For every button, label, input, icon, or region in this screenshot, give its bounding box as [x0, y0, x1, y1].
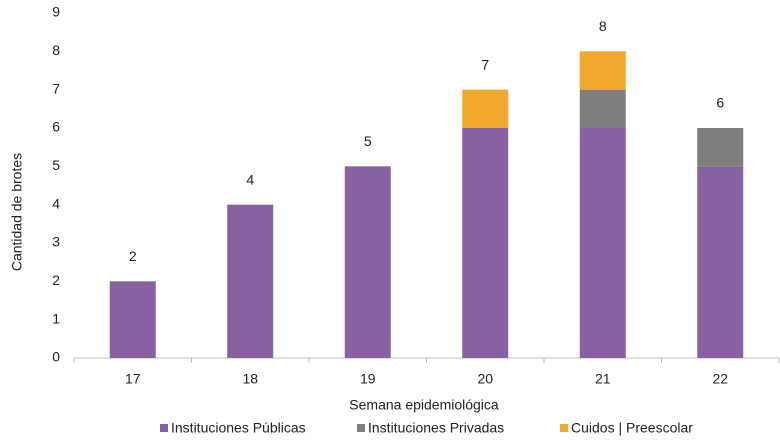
x-tick-label: 19 — [360, 371, 376, 387]
bar-segment — [462, 128, 509, 358]
y-tick-label: 5 — [52, 157, 60, 173]
data-label: 8 — [599, 18, 607, 34]
bar-segment — [697, 128, 744, 167]
bar-segment — [579, 128, 626, 358]
x-tick-label: 22 — [712, 371, 728, 387]
x-tick-label: 20 — [477, 371, 493, 387]
data-label: 6 — [716, 95, 724, 111]
y-tick-label: 6 — [52, 119, 60, 135]
legend-label: Instituciones Privadas — [368, 420, 504, 436]
y-tick-label: 7 — [52, 80, 60, 96]
x-tick-label: 21 — [595, 371, 611, 387]
data-label: 4 — [246, 171, 254, 187]
legend-swatch — [560, 424, 568, 432]
y-tick-label: 4 — [52, 195, 60, 211]
data-label: 2 — [129, 248, 137, 264]
y-tick-label: 1 — [52, 310, 60, 326]
y-tick-label: 0 — [52, 349, 60, 365]
bar-segment — [109, 281, 156, 358]
y-axis-title: Cantidad de brotes — [9, 153, 25, 271]
x-axis-title: Semana epidemiológica — [349, 397, 499, 413]
legend-swatch — [357, 424, 365, 432]
x-tick-label: 18 — [242, 371, 258, 387]
data-label: 7 — [481, 56, 489, 72]
legend-swatch — [160, 424, 168, 432]
y-tick-label: 8 — [52, 42, 60, 58]
bar-segment — [697, 166, 744, 358]
bar-segment — [579, 51, 626, 90]
bar-segment — [462, 89, 509, 128]
y-tick-label: 2 — [52, 272, 60, 288]
legend-label: Cuidos | Preescolar — [571, 420, 693, 436]
bar-segment — [579, 89, 626, 128]
data-label: 5 — [364, 133, 372, 149]
y-tick-label: 3 — [52, 234, 60, 250]
bar-segment — [227, 204, 274, 358]
x-tick-label: 17 — [125, 371, 141, 387]
y-tick-label: 9 — [52, 4, 60, 20]
legend-label: Instituciones Públicas — [171, 420, 306, 436]
bar-segment — [344, 166, 391, 358]
